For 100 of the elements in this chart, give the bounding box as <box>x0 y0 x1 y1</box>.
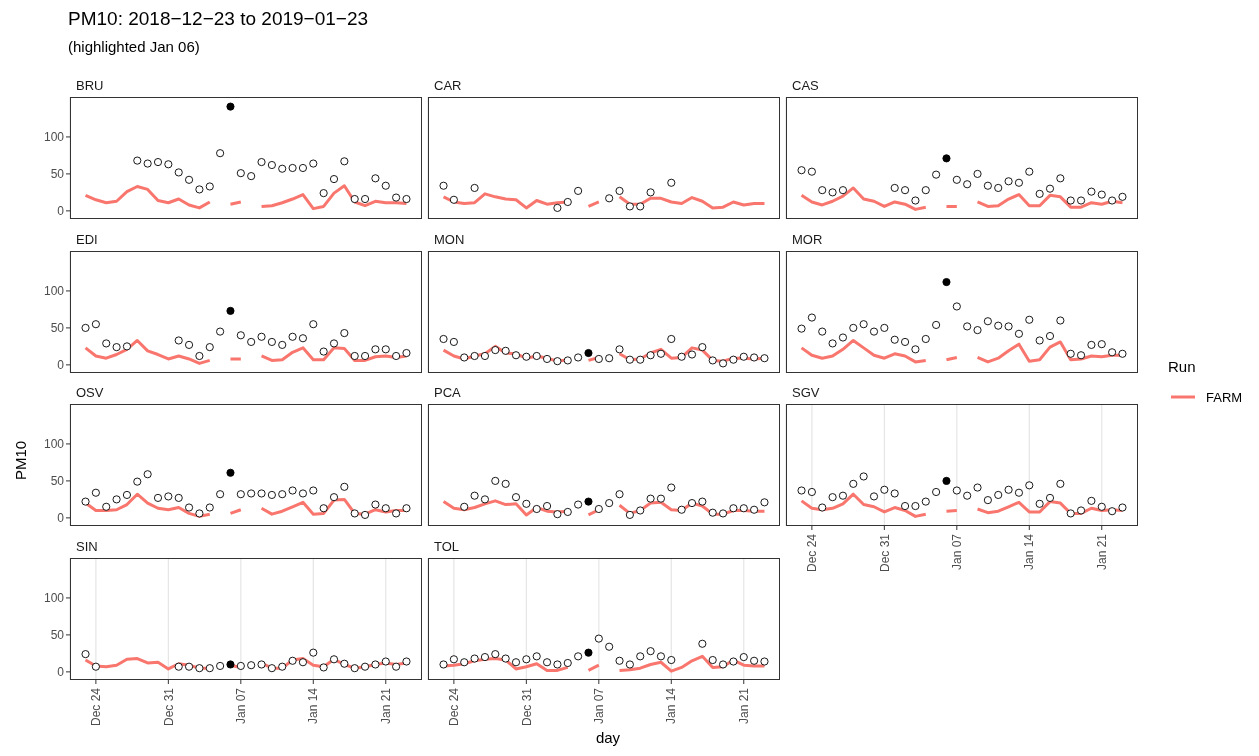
point <box>257 158 266 167</box>
point <box>932 320 941 329</box>
point <box>1108 507 1117 516</box>
point <box>329 339 339 348</box>
point <box>1004 177 1013 186</box>
point <box>574 652 583 661</box>
point <box>236 490 245 499</box>
point <box>511 658 521 667</box>
point <box>584 648 593 657</box>
point <box>460 658 469 667</box>
point <box>480 653 489 662</box>
point <box>543 658 552 667</box>
point <box>818 503 827 512</box>
point <box>563 658 572 668</box>
x-tick-label: Dec 24 <box>89 687 104 727</box>
point <box>350 194 359 204</box>
point <box>574 186 583 195</box>
point <box>81 323 90 332</box>
point <box>625 510 634 519</box>
point <box>1056 174 1065 183</box>
x-tick-label: Jan 21 <box>736 687 751 725</box>
y-axis-title: PM10 <box>11 439 29 483</box>
point <box>1108 196 1117 205</box>
point <box>439 334 448 344</box>
x-tick-label: Dec 31 <box>877 533 892 573</box>
point <box>470 183 479 192</box>
x-tick-label: Jan 07 <box>592 687 607 725</box>
point <box>983 181 992 190</box>
point <box>952 175 961 184</box>
point <box>615 656 624 665</box>
point <box>605 354 614 363</box>
point <box>319 663 328 672</box>
point <box>1118 503 1127 512</box>
point <box>350 664 359 673</box>
point <box>205 664 214 673</box>
point <box>739 504 748 513</box>
point <box>491 346 500 355</box>
point <box>361 194 370 204</box>
point <box>216 327 225 336</box>
point <box>298 489 307 498</box>
point <box>185 175 194 184</box>
point <box>1077 506 1086 515</box>
point <box>584 497 593 506</box>
point <box>994 183 1003 192</box>
point <box>656 652 665 661</box>
point <box>553 357 562 366</box>
point <box>329 175 339 184</box>
point <box>750 353 759 362</box>
point <box>288 656 297 665</box>
point <box>901 501 910 511</box>
legend-title: Run <box>1168 358 1197 375</box>
y-tick-label: 100 <box>43 437 65 452</box>
point <box>102 502 111 511</box>
point <box>719 359 728 368</box>
point <box>392 662 401 671</box>
point <box>81 497 90 506</box>
point <box>687 350 697 359</box>
point <box>91 320 100 329</box>
point <box>501 479 510 488</box>
y-tick-label: 50 <box>50 474 65 489</box>
point <box>460 353 469 362</box>
point <box>828 188 837 197</box>
y-tick-label: 0 <box>57 665 65 680</box>
point <box>1045 331 1055 341</box>
point <box>880 323 889 332</box>
point <box>973 326 982 335</box>
point <box>1014 329 1023 338</box>
point <box>1118 192 1127 201</box>
point <box>491 476 500 485</box>
text: PM10: 2018−12−23 to 2019−01−23 <box>68 8 369 30</box>
point <box>574 353 583 362</box>
point <box>574 500 583 509</box>
point <box>807 487 816 497</box>
point <box>278 340 287 349</box>
point <box>371 174 380 183</box>
point <box>267 490 276 499</box>
point <box>615 186 624 195</box>
point <box>1077 351 1086 360</box>
point <box>1087 496 1096 505</box>
point <box>553 203 562 212</box>
point <box>532 351 541 361</box>
point <box>350 351 359 361</box>
point <box>319 189 328 198</box>
point <box>522 655 531 664</box>
point <box>449 655 458 664</box>
point <box>828 493 837 502</box>
x-tick-label: Dec 31 <box>519 687 534 727</box>
point <box>890 335 899 344</box>
point <box>402 504 411 513</box>
point <box>563 507 572 516</box>
point <box>921 334 930 344</box>
point <box>543 354 552 363</box>
x-tick-label: Dec 24 <box>805 533 820 573</box>
point <box>584 348 593 358</box>
point <box>1025 315 1034 324</box>
point <box>818 327 827 336</box>
point <box>605 194 614 203</box>
point <box>288 163 297 173</box>
point <box>319 504 328 513</box>
point <box>594 634 603 643</box>
